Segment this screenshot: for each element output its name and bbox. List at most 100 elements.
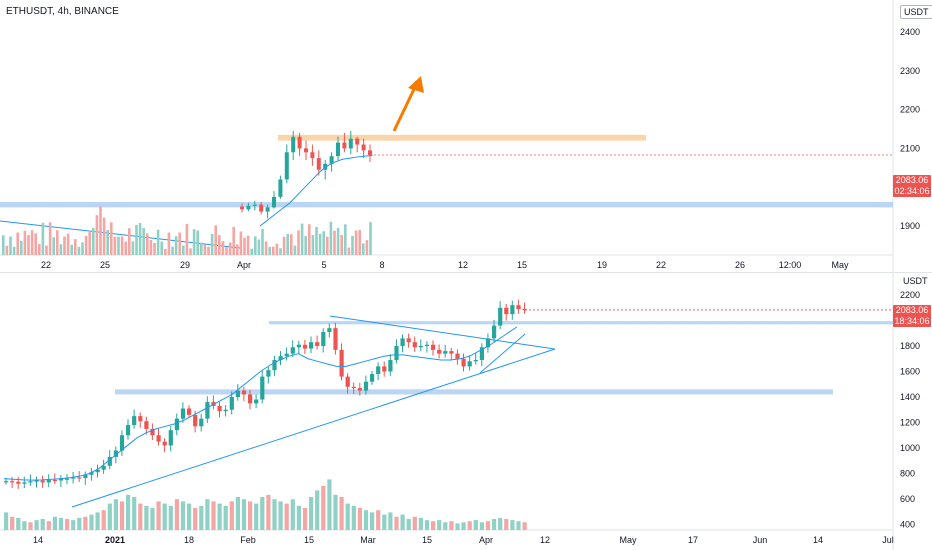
- volume-bar: [156, 229, 160, 255]
- candle-body: [342, 142, 347, 149]
- moving-average-line: [259, 154, 373, 227]
- candle-body: [336, 142, 340, 157]
- volume-bar: [250, 248, 253, 255]
- symbol-title[interactable]: ETHUSDT, 4h, BINANCE: [6, 6, 119, 17]
- volume-bar: [290, 499, 295, 530]
- candle-body: [168, 430, 173, 446]
- ascending-trendline: [71, 348, 556, 508]
- candle-body: [394, 346, 399, 361]
- volume-bar: [261, 228, 264, 255]
- candle-body: [101, 465, 106, 470]
- candle-body: [278, 356, 283, 361]
- volume-bar: [293, 245, 297, 255]
- candle-body: [278, 179, 283, 197]
- volume-bar: [304, 236, 307, 255]
- candle-countdown: 02:34:06: [894, 186, 930, 196]
- candle-body: [412, 342, 417, 348]
- volume-bar: [182, 245, 185, 255]
- candle-body: [272, 360, 277, 371]
- arrow-up-head: [408, 76, 424, 93]
- volume-bar: [200, 242, 203, 255]
- volume-bar: [354, 230, 358, 255]
- volume-bar: [369, 222, 372, 255]
- candle-body: [473, 360, 478, 362]
- volume-bar: [150, 508, 155, 530]
- volume-bar: [498, 517, 503, 530]
- volume-bar: [153, 242, 156, 255]
- volume-bar: [296, 505, 301, 530]
- volume-bar: [218, 235, 221, 255]
- candle-body: [355, 138, 360, 145]
- candle-body: [240, 206, 244, 210]
- currency-label[interactable]: USDT: [900, 5, 932, 19]
- resistance-zone-blue: [269, 321, 893, 325]
- candle-body: [406, 338, 411, 343]
- candle-body: [388, 360, 393, 372]
- candle-body: [431, 344, 436, 350]
- candle-body: [479, 347, 484, 361]
- volume-bar: [278, 501, 283, 530]
- volume-bar: [46, 521, 51, 530]
- volume-bar: [358, 230, 361, 255]
- volume-bar: [146, 233, 149, 255]
- volume-bar: [41, 222, 45, 255]
- volume-bar: [239, 231, 243, 255]
- volume-bar: [362, 243, 365, 255]
- last-price-tag-bottom: 2083.06 18:34:06: [893, 305, 931, 327]
- candle-body: [132, 416, 137, 426]
- candle-body: [205, 402, 210, 419]
- volume-bar: [318, 233, 322, 255]
- volume-bar: [84, 235, 88, 255]
- candle-body: [516, 305, 521, 310]
- time-tick-label: 5: [321, 260, 326, 270]
- price-tick-label: 2200: [900, 105, 920, 115]
- volume-bar: [22, 521, 27, 530]
- volume-bar: [241, 499, 247, 530]
- volume-bar: [102, 217, 106, 255]
- price-tick-label: 1200: [900, 418, 920, 428]
- volume-bar: [77, 517, 82, 530]
- volume-bar: [315, 490, 320, 530]
- volume-bar: [28, 522, 33, 530]
- volume-bar: [178, 232, 181, 255]
- volume-bar: [128, 228, 131, 255]
- panel-separator[interactable]: [0, 272, 932, 273]
- candle-body: [144, 421, 149, 429]
- volume-bar: [10, 516, 15, 530]
- volume-bar: [95, 215, 99, 255]
- candle-body: [443, 351, 448, 354]
- candle-body: [498, 307, 503, 326]
- volume-bar: [217, 503, 222, 530]
- volume-bar: [92, 227, 95, 255]
- bottom-chart-canvas[interactable]: 2200200018001600140012001000800600400142…: [0, 273, 932, 550]
- top-chart-panel[interactable]: 240023002200210020001900222529Apr5812151…: [0, 0, 932, 272]
- top-chart-canvas[interactable]: 240023002200210020001900222529Apr5812151…: [0, 0, 932, 272]
- volume-bar: [260, 497, 265, 530]
- candle-body: [321, 331, 326, 346]
- volume-bar: [329, 221, 333, 255]
- volume-bar: [275, 243, 279, 255]
- volume-bar: [106, 229, 109, 255]
- time-tick-label: 29: [180, 260, 190, 270]
- volume-bar: [48, 222, 52, 255]
- candle-body: [174, 418, 179, 431]
- time-tick-label: 18: [184, 535, 194, 545]
- time-tick-label: Mar: [360, 535, 376, 545]
- candle-body: [327, 328, 332, 332]
- volume-bar: [117, 236, 120, 255]
- volume-bar: [196, 230, 199, 255]
- candle-body: [339, 349, 344, 377]
- volume-bar: [89, 514, 94, 530]
- descending-trendline: [329, 315, 556, 350]
- volume-bar: [229, 501, 234, 530]
- support-zone-blue: [115, 389, 833, 395]
- price-tick-label: 400: [900, 520, 915, 530]
- volume-bar: [171, 246, 174, 255]
- volume-bar: [120, 236, 124, 255]
- candle-body: [302, 344, 308, 349]
- volume-bar: [63, 236, 66, 255]
- bottom-chart-panel[interactable]: 2200200018001600140012001000800600400142…: [0, 273, 932, 550]
- volume-bar: [81, 242, 84, 255]
- volume-bar: [162, 503, 167, 530]
- volume-bar: [321, 486, 326, 530]
